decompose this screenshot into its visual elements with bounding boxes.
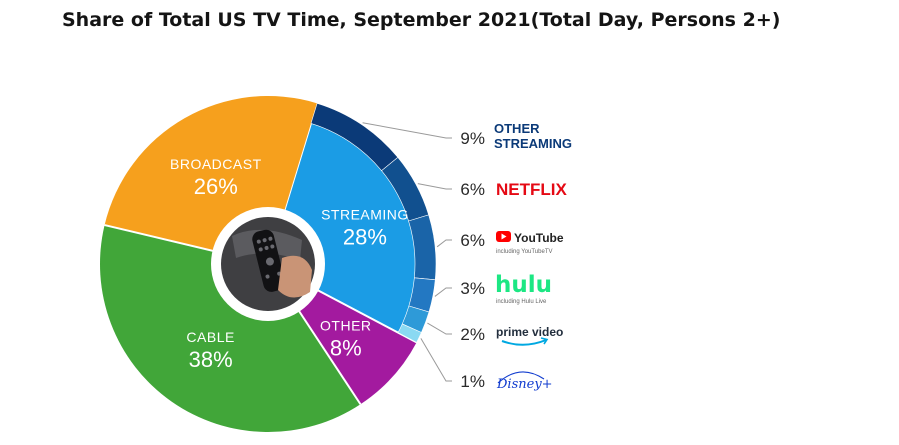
svg-text:including Hulu Live: including Hulu Live: [496, 299, 547, 305]
leader-line-other-streaming: [362, 122, 452, 139]
svg-text:OTHER: OTHER: [494, 121, 540, 136]
slice-value-cable: 38%: [189, 347, 233, 372]
legend-value-disney: 1%: [460, 372, 485, 391]
svg-text:prime video: prime video: [496, 325, 563, 339]
slice-name-broadcast: BROADCAST: [170, 156, 262, 172]
remote-control-icon: [221, 217, 315, 311]
slice-name-streaming: STREAMING: [321, 207, 409, 223]
svg-text:YouTube: YouTube: [514, 231, 564, 245]
youtube-logo: YouTube including YouTubeTV: [496, 231, 564, 255]
leader-line-youtube: [436, 239, 452, 248]
legend-value-prime-video: 2%: [460, 325, 485, 344]
leader-lines: [362, 122, 452, 382]
leader-line-hulu: [434, 287, 452, 297]
slice-name-other: OTHER: [320, 318, 372, 334]
slice-value-broadcast: 26%: [194, 174, 238, 199]
svg-text:STREAMING: STREAMING: [494, 136, 572, 151]
leader-line-disney: [420, 338, 452, 382]
slice-labels: STREAMING 28% OTHER 8% CABLE 38% BROADCAST 26%: [170, 156, 409, 372]
leader-line-prime-video: [427, 322, 452, 335]
slice-value-other: 8%: [330, 336, 362, 361]
svg-text:NETFLIX: NETFLIX: [496, 180, 567, 199]
prime-video-logo: prime video: [496, 325, 563, 346]
netflix-logo: NETFLIX: [496, 180, 567, 199]
leader-line-netflix: [417, 183, 452, 190]
svg-text:hulu: hulu: [495, 272, 552, 298]
legend-value-netflix: 6%: [460, 180, 485, 199]
pie-slice-cable: [100, 225, 361, 433]
svg-text:including YouTubeTV: including YouTubeTV: [496, 249, 553, 255]
slice-value-streaming: 28%: [343, 225, 387, 250]
disney-logo: Disney+: [496, 371, 553, 392]
ring-segment-disney: [397, 323, 422, 343]
legend-value-other-streaming: 9%: [460, 129, 485, 148]
streaming-ring: [310, 102, 437, 343]
slice-name-cable: CABLE: [186, 329, 234, 345]
legend-value-youtube: 6%: [460, 231, 485, 250]
chart-title: Share of Total US TV Time, September 202…: [62, 9, 781, 31]
svg-text:Disney+: Disney+: [496, 377, 553, 392]
legend-value-hulu: 3%: [460, 279, 485, 298]
